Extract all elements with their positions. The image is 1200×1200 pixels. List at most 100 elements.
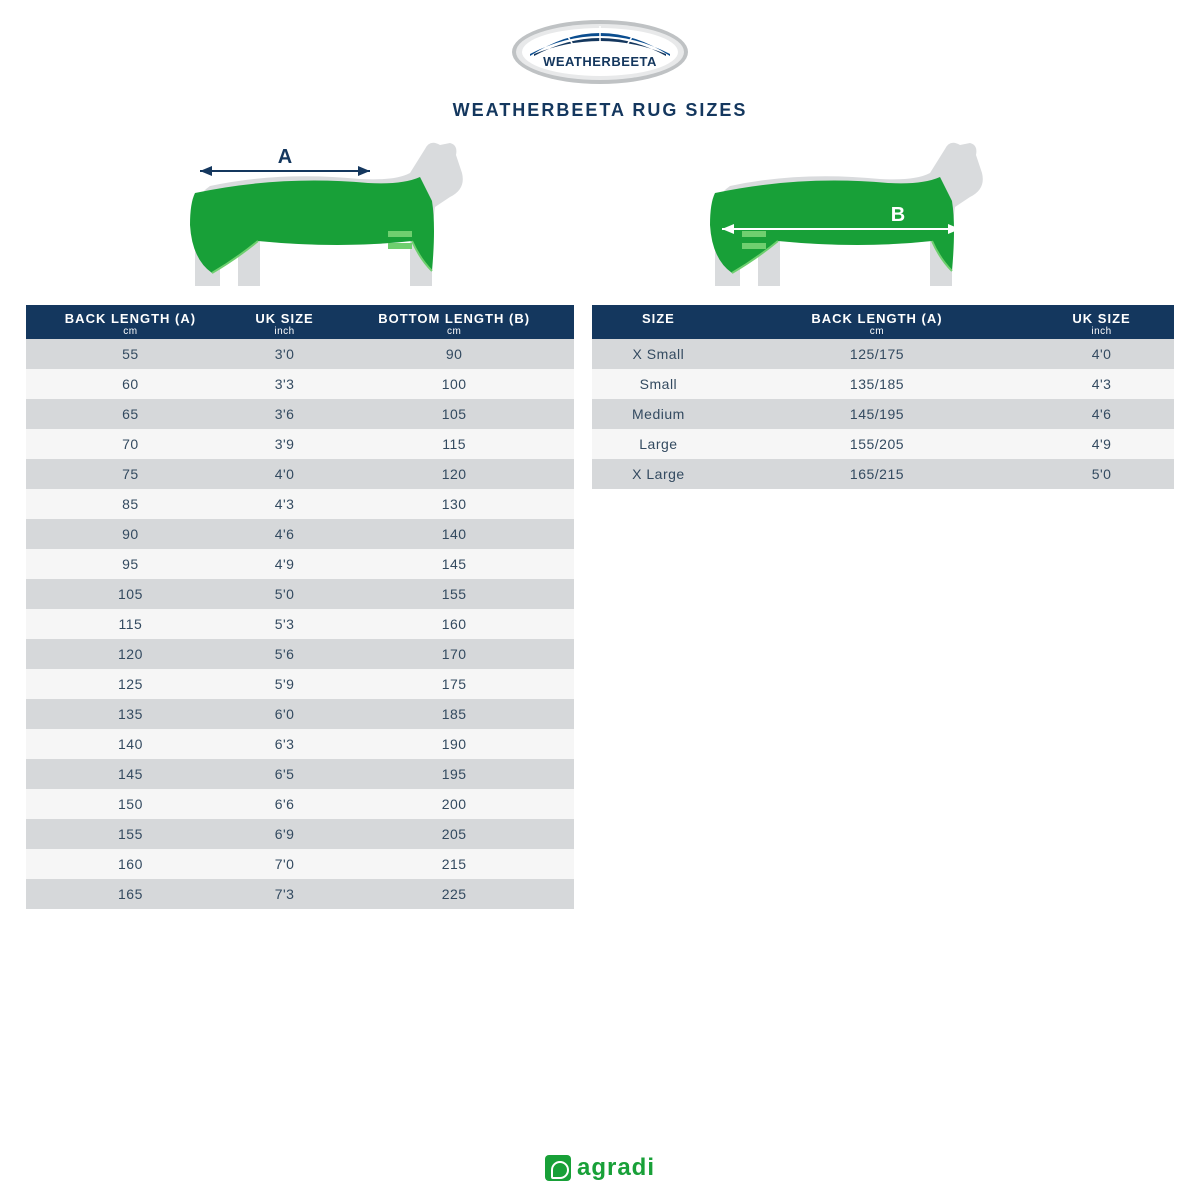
table-row: 553'090 xyxy=(26,339,574,369)
table-row: 1155'3160 xyxy=(26,609,574,639)
table-row: 1205'6170 xyxy=(26,639,574,669)
table-cell: 185 xyxy=(334,699,574,729)
table-header-cell: UK SIZEinch xyxy=(1029,305,1174,339)
table-cell: 145 xyxy=(26,759,235,789)
table-cell: 6'3 xyxy=(235,729,334,759)
footer-brand-logo: agradi xyxy=(0,1154,1200,1182)
table-cell: 90 xyxy=(334,339,574,369)
table-cell: 4'0 xyxy=(235,459,334,489)
table-row: 1607'0215 xyxy=(26,849,574,879)
table-cell: 3'9 xyxy=(235,429,334,459)
table-cell: 4'3 xyxy=(235,489,334,519)
table-row: 1657'3225 xyxy=(26,879,574,909)
horse-diagram-a: A xyxy=(140,131,540,301)
horse-diagrams: A B xyxy=(0,131,1200,301)
table-cell: 85 xyxy=(26,489,235,519)
table-cell: 145/195 xyxy=(725,399,1029,429)
table-row: 904'6140 xyxy=(26,519,574,549)
size-table-main-head: BACK LENGTH (A)cmUK SIZEinchBOTTOM LENGT… xyxy=(26,305,574,339)
table-cell: 6'5 xyxy=(235,759,334,789)
table-row: 653'6105 xyxy=(26,399,574,429)
table-row: 703'9115 xyxy=(26,429,574,459)
table-cell: 5'3 xyxy=(235,609,334,639)
table-cell: 215 xyxy=(334,849,574,879)
table-cell: 4'9 xyxy=(235,549,334,579)
table-cell: 140 xyxy=(26,729,235,759)
table-cell: 135/185 xyxy=(725,369,1029,399)
table-cell: 5'0 xyxy=(235,579,334,609)
footer-brand-text: agradi xyxy=(577,1154,655,1182)
table-row: 1556'9205 xyxy=(26,819,574,849)
table-cell: 70 xyxy=(26,429,235,459)
table-row: X Large165/2155'0 xyxy=(592,459,1174,489)
table-row: 1356'0185 xyxy=(26,699,574,729)
table-cell: 105 xyxy=(334,399,574,429)
table-row: 954'9145 xyxy=(26,549,574,579)
table-cell: 125/175 xyxy=(725,339,1029,369)
table-row: 1406'3190 xyxy=(26,729,574,759)
table-cell: 6'6 xyxy=(235,789,334,819)
table-cell: 165 xyxy=(26,879,235,909)
table-header-cell: BACK LENGTH (A)cm xyxy=(26,305,235,339)
table-row: 854'3130 xyxy=(26,489,574,519)
table-cell: X Large xyxy=(592,459,725,489)
table-row: Large155/2054'9 xyxy=(592,429,1174,459)
table-header-cell: BOTTOM LENGTH (B)cm xyxy=(334,305,574,339)
table-row: 1506'6200 xyxy=(26,789,574,819)
table-header-cell: BACK LENGTH (A)cm xyxy=(725,305,1029,339)
table-cell: 170 xyxy=(334,639,574,669)
table-cell: 3'3 xyxy=(235,369,334,399)
table-row: 754'0120 xyxy=(26,459,574,489)
table-cell: 4'9 xyxy=(1029,429,1174,459)
table-cell: 105 xyxy=(26,579,235,609)
table-cell: 7'3 xyxy=(235,879,334,909)
table-cell: 115 xyxy=(26,609,235,639)
table-cell: 100 xyxy=(334,369,574,399)
table-cell: Large xyxy=(592,429,725,459)
table-cell: 4'3 xyxy=(1029,369,1174,399)
table-cell: 6'9 xyxy=(235,819,334,849)
table-cell: 205 xyxy=(334,819,574,849)
size-table-main-body: 553'090603'3100653'6105703'9115754'01208… xyxy=(26,339,574,909)
table-cell: 130 xyxy=(334,489,574,519)
table-cell: Medium xyxy=(592,399,725,429)
page-title: WEATHERBEETA RUG SIZES xyxy=(0,100,1200,121)
table-cell: 4'0 xyxy=(1029,339,1174,369)
table-cell: 75 xyxy=(26,459,235,489)
size-table-named-body: X Small125/1754'0Small135/1854'3Medium14… xyxy=(592,339,1174,489)
table-header-cell: SIZE xyxy=(592,305,725,339)
table-cell: 65 xyxy=(26,399,235,429)
size-table-named: SIZE BACK LENGTH (A)cmUK SIZEinch X Smal… xyxy=(592,305,1174,489)
table-cell: 95 xyxy=(26,549,235,579)
table-cell: 4'6 xyxy=(235,519,334,549)
table-row: Medium145/1954'6 xyxy=(592,399,1174,429)
table-cell: 4'6 xyxy=(1029,399,1174,429)
table-header-cell: UK SIZEinch xyxy=(235,305,334,339)
table-cell: 160 xyxy=(334,609,574,639)
measurement-label-b: B xyxy=(891,204,905,226)
table-cell: 115 xyxy=(334,429,574,459)
table-cell: 3'6 xyxy=(235,399,334,429)
table-cell: 125 xyxy=(26,669,235,699)
table-row: 1255'9175 xyxy=(26,669,574,699)
table-cell: 175 xyxy=(334,669,574,699)
table-cell: 155 xyxy=(334,579,574,609)
brand-logo-text: WEATHERBEETA xyxy=(543,54,657,69)
table-row: 1055'0155 xyxy=(26,579,574,609)
table-cell: X Small xyxy=(592,339,725,369)
table-cell: 165/215 xyxy=(725,459,1029,489)
table-cell: 3'0 xyxy=(235,339,334,369)
table-row: 1456'5195 xyxy=(26,759,574,789)
table-cell: 190 xyxy=(334,729,574,759)
table-row: X Small125/1754'0 xyxy=(592,339,1174,369)
table-cell: 120 xyxy=(26,639,235,669)
table-cell: Small xyxy=(592,369,725,399)
table-cell: 200 xyxy=(334,789,574,819)
table-row: 603'3100 xyxy=(26,369,574,399)
size-table-main: BACK LENGTH (A)cmUK SIZEinchBOTTOM LENGT… xyxy=(26,305,574,909)
table-cell: 140 xyxy=(334,519,574,549)
table-cell: 225 xyxy=(334,879,574,909)
brand-logo: WEATHERBEETA xyxy=(0,0,1200,86)
table-cell: 155 xyxy=(26,819,235,849)
table-cell: 90 xyxy=(26,519,235,549)
